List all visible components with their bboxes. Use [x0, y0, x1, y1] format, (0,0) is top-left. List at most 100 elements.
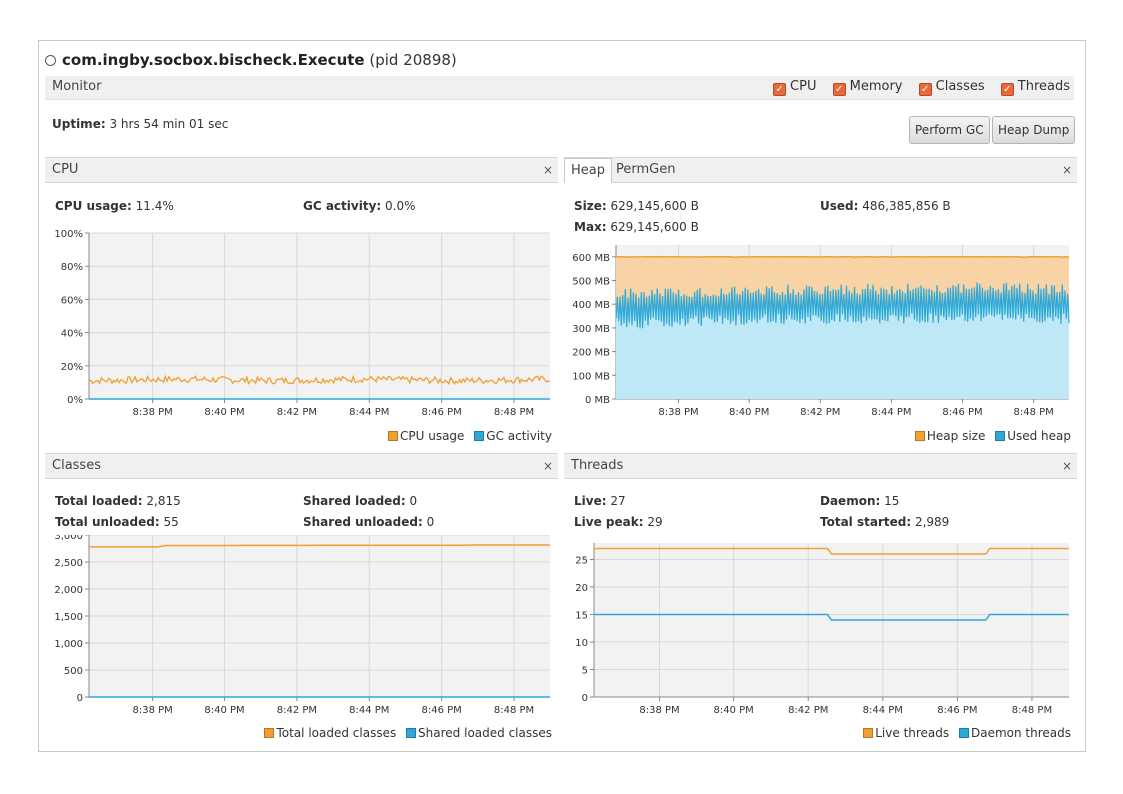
series-heap-size — [615, 255, 1070, 258]
app-class-name: com.ingby.socbox.bischeck.Execute — [62, 51, 365, 69]
legend-used-heap: Used heap — [1007, 429, 1071, 443]
x-tick-label: 8:42 PM — [277, 407, 317, 418]
window-title: com.ingby.socbox.bischeck.Execute (pid 2… — [45, 50, 457, 72]
shared-loaded-stat: Shared loaded: 0 — [303, 494, 418, 508]
legend-total-loaded: Total loaded classes — [276, 726, 397, 740]
classes-chart: 0 500 1,000 1,500 2,000 2,500 3,000 8:38 PM 8:40… — [54, 535, 550, 716]
y-tick-label: 100 MB — [572, 371, 610, 382]
classes-panel-header: Classes × — [45, 453, 558, 479]
close-icon[interactable]: × — [1061, 163, 1072, 177]
y-tick-label: 15 — [575, 611, 588, 622]
tab-heap[interactable]: Heap — [564, 158, 612, 183]
check-icon: ✓ — [832, 83, 846, 96]
series-used-heap-area — [616, 282, 1069, 399]
series-total-loaded — [89, 544, 550, 548]
y-tick-label: 60% — [61, 295, 83, 306]
legend-cpu-usage: CPU usage — [400, 429, 465, 443]
application-icon — [45, 55, 56, 66]
x-tick-label: 8:38 PM — [132, 705, 172, 716]
heap-used-stat: Used: 486,385,856 B — [820, 199, 951, 213]
x-tick-label: 8:46 PM — [937, 705, 977, 716]
y-tick-label: 40% — [61, 329, 83, 340]
checkbox-cpu[interactable]: ✓ CPU — [773, 79, 816, 96]
y-tick-label: 2,500 — [54, 558, 83, 569]
x-tick-label: 8:38 PM — [639, 705, 679, 716]
series-used-heap — [615, 282, 1070, 329]
legend-swatch-orange — [863, 728, 874, 738]
daemon-threads-stat: Daemon: 15 — [820, 494, 900, 508]
plot-area — [89, 233, 550, 399]
classes-panel-title: Classes — [52, 458, 101, 473]
close-icon[interactable]: × — [542, 163, 553, 177]
x-tick-label: 8:42 PM — [800, 407, 840, 418]
y-tick-label: 0 — [77, 693, 83, 704]
legend-daemon-threads: Daemon threads — [970, 726, 1071, 740]
y-tick-label: 10 — [575, 638, 588, 649]
perform-gc-button[interactable]: Perform GC — [909, 116, 990, 144]
y-tick-label: 500 — [64, 666, 83, 677]
x-tick-label: 8:44 PM — [863, 705, 903, 716]
x-tick-label: 8:48 PM — [1014, 407, 1054, 418]
legend-swatch-blue — [474, 431, 485, 441]
check-icon: ✓ — [1000, 83, 1014, 96]
tab-permgen[interactable]: PermGen — [616, 162, 676, 177]
x-tick-label: 8:48 PM — [494, 407, 534, 418]
series-live-threads — [594, 547, 1069, 555]
heap-panel-header: Heap PermGen × — [564, 157, 1077, 183]
check-icon: ✓ — [918, 83, 932, 96]
legend-shared-loaded: Shared loaded classes — [418, 726, 552, 740]
shared-unloaded-stat: Shared unloaded: 0 — [303, 515, 435, 529]
heap-dump-button[interactable]: Heap Dump — [992, 116, 1076, 144]
legend-live-threads: Live threads — [875, 726, 950, 740]
checkbox-classes[interactable]: ✓ Classes — [918, 79, 985, 96]
y-tick-label: 500 MB — [572, 277, 610, 288]
y-tick-label: 600 MB — [572, 253, 610, 264]
close-icon[interactable]: × — [542, 459, 553, 473]
y-tick-label: 200 MB — [572, 348, 610, 359]
y-tick-label: 0 — [582, 693, 588, 704]
threads-panel: Threads × Live: 27 Daemon: 15 Live peak:… — [564, 453, 1077, 745]
x-tick-label: 8:40 PM — [204, 407, 244, 418]
cpu-legend: CPU usage GC activity — [382, 429, 552, 443]
x-tick-label: 8:46 PM — [422, 705, 462, 716]
monitor-bar: Monitor ✓ CPU ✓ Memory ✓ Classes ✓ Threads — [45, 76, 1074, 100]
x-tick-label: 8:46 PM — [422, 407, 462, 418]
threads-legend: Live threads Daemon threads — [857, 726, 1071, 740]
live-peak-stat: Live peak: 29 — [574, 515, 663, 529]
threads-chart: 0 5 10 15 20 25 8:38 PM 8:40 PM 8:42 PM 8:44 PM 8:… — [575, 543, 1069, 716]
x-tick-label: 8:40 PM — [729, 407, 769, 418]
x-tick-label: 8:42 PM — [277, 705, 317, 716]
x-tick-label: 8:42 PM — [788, 705, 828, 716]
monitor-checkboxes: ✓ CPU ✓ Memory ✓ Classes ✓ Threads — [761, 79, 1070, 96]
monitor-label: Monitor — [52, 79, 102, 94]
y-tick-label: 0% — [67, 395, 83, 406]
legend-swatch-orange — [388, 431, 398, 441]
legend-heap-size: Heap size — [926, 429, 986, 443]
y-tick-label: 400 MB — [572, 300, 610, 311]
x-tick-label: 8:44 PM — [349, 705, 389, 716]
series-cpu-usage — [88, 374, 551, 386]
y-tick-label: 5 — [582, 666, 588, 677]
y-tick-label: 20% — [61, 362, 83, 373]
x-tick-label: 8:38 PM — [658, 407, 698, 418]
live-threads-stat: Live: 27 — [574, 494, 626, 508]
x-tick-label: 8:40 PM — [204, 705, 244, 716]
uptime: Uptime: 3 hrs 54 min 01 sec — [52, 117, 228, 131]
gc-activity-stat: GC activity: 0.0% — [303, 199, 416, 213]
legend-swatch-orange — [914, 431, 925, 441]
check-icon: ✓ — [773, 83, 787, 96]
cpu-usage-stat: CPU usage: 11.4% — [55, 199, 174, 213]
x-tick-label: 8:44 PM — [349, 407, 389, 418]
legend-swatch-orange — [264, 728, 275, 738]
heap-panel: Heap PermGen × Size: 629,145,600 B Used:… — [564, 157, 1077, 447]
checkbox-memory[interactable]: ✓ Memory — [832, 79, 903, 96]
uptime-label: Uptime: — [52, 117, 106, 131]
close-icon[interactable]: × — [1061, 459, 1072, 473]
y-tick-label: 80% — [61, 262, 83, 273]
x-tick-label: 8:44 PM — [871, 407, 911, 418]
legend-swatch-blue — [958, 728, 969, 738]
pid-label: (pid 20898) — [369, 51, 457, 69]
legend-gc-activity: GC activity — [486, 429, 552, 443]
checkbox-threads[interactable]: ✓ Threads — [1000, 79, 1070, 96]
x-tick-label: 8:40 PM — [714, 705, 754, 716]
